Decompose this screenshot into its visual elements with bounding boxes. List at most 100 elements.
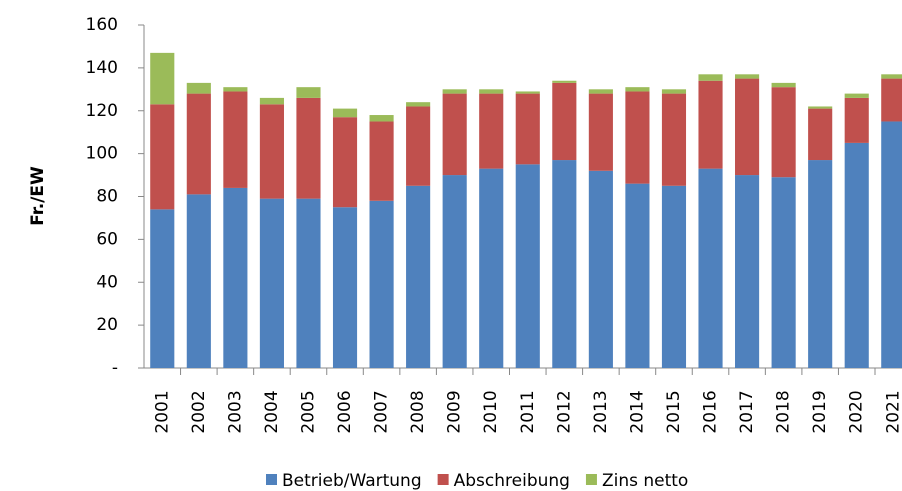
y-tick-label: 140 bbox=[86, 58, 118, 78]
bar-segment bbox=[332, 117, 358, 208]
bar-segment bbox=[479, 168, 504, 368]
x-tick-label: 2008 bbox=[408, 390, 428, 433]
legend-swatch bbox=[585, 474, 597, 485]
x-tick-label: 2020 bbox=[847, 390, 867, 433]
bar-segment bbox=[515, 93, 540, 165]
bar-segment bbox=[259, 198, 284, 368]
bar-segment bbox=[661, 185, 687, 368]
bar-segment bbox=[844, 93, 869, 98]
bar-segment bbox=[735, 78, 760, 176]
bar-segment bbox=[296, 198, 321, 368]
x-tick-label: 2003 bbox=[225, 390, 245, 433]
bar-segment bbox=[332, 108, 358, 118]
x-tick-label: 2018 bbox=[774, 390, 794, 433]
x-tick-label: 2021 bbox=[883, 390, 902, 433]
x-tick-label: 2001 bbox=[152, 390, 172, 433]
bar-segment bbox=[661, 89, 687, 94]
bar-segment bbox=[406, 185, 431, 368]
bar-segment bbox=[771, 82, 796, 88]
bar-segment bbox=[515, 91, 540, 94]
bar-segment bbox=[259, 104, 284, 199]
y-tick-label: 120 bbox=[86, 101, 118, 121]
y-tick-label: 100 bbox=[86, 144, 118, 164]
bar-segment bbox=[881, 74, 902, 79]
x-tick-label: 2004 bbox=[262, 390, 282, 433]
y-tick-label: 160 bbox=[86, 15, 118, 35]
bar-segment bbox=[625, 91, 650, 184]
bar-segment bbox=[588, 89, 613, 94]
bar-segment bbox=[625, 183, 650, 368]
legend-label: Zins netto bbox=[602, 471, 688, 491]
bar-segment bbox=[406, 106, 431, 186]
y-tick-label: 20 bbox=[96, 315, 118, 335]
bar-segment bbox=[442, 89, 467, 94]
x-tick-label: 2002 bbox=[189, 390, 209, 433]
bar-segment bbox=[588, 93, 613, 171]
bar-segment bbox=[735, 175, 760, 368]
bar-segment bbox=[881, 78, 902, 122]
bar-segment bbox=[223, 87, 248, 92]
bar-segment bbox=[150, 52, 175, 105]
bar-segment bbox=[296, 97, 321, 199]
x-tick-label: 2016 bbox=[701, 390, 721, 433]
bar-segment bbox=[588, 170, 613, 368]
x-tick-label: 2011 bbox=[518, 390, 538, 433]
bar-segment bbox=[771, 87, 796, 178]
bar-segment bbox=[332, 207, 358, 368]
legend-swatch bbox=[266, 474, 277, 485]
x-tick-label: 2012 bbox=[554, 390, 574, 433]
bar-segment bbox=[369, 200, 394, 368]
bar-segment bbox=[150, 209, 175, 368]
x-tick-label: 2009 bbox=[445, 390, 465, 433]
bar-segment bbox=[369, 115, 394, 122]
x-tick-label: 2015 bbox=[664, 390, 684, 433]
x-tick-label: 2010 bbox=[481, 390, 501, 433]
bar-segment bbox=[808, 108, 833, 161]
bar-segment bbox=[296, 87, 321, 98]
bar-segment bbox=[698, 80, 723, 169]
bar-segment bbox=[698, 168, 723, 368]
bar-segment bbox=[186, 82, 211, 94]
bar-segment bbox=[552, 80, 577, 83]
x-tick-label: 2013 bbox=[591, 390, 611, 433]
bar-segment bbox=[808, 106, 833, 109]
bar-segment bbox=[479, 89, 504, 94]
bar-segment bbox=[881, 121, 902, 368]
bar-segment bbox=[479, 93, 504, 169]
bar-segment bbox=[259, 97, 284, 105]
x-tick-label: 2006 bbox=[335, 390, 355, 433]
y-tick-label: 80 bbox=[96, 187, 118, 207]
bar-segment bbox=[844, 97, 869, 143]
bar-segment bbox=[223, 91, 248, 188]
bar-segment bbox=[552, 160, 577, 368]
bar-segment bbox=[661, 93, 687, 186]
bar-segment bbox=[406, 102, 431, 107]
bar-segment bbox=[223, 187, 248, 368]
bar-segment bbox=[515, 164, 540, 368]
legend-label: Abschreibung bbox=[454, 471, 570, 491]
bar-segment bbox=[150, 104, 175, 210]
legend-label: Betrieb/Wartung bbox=[282, 471, 422, 491]
bar-segment bbox=[735, 74, 760, 79]
bar-segment bbox=[625, 87, 650, 92]
y-tick-label: 60 bbox=[96, 229, 118, 249]
x-tick-label: 2014 bbox=[627, 390, 647, 433]
x-tick-label: 2019 bbox=[810, 390, 830, 433]
bar-segment bbox=[442, 93, 467, 176]
bar-segment bbox=[552, 82, 577, 161]
bar-segment bbox=[698, 74, 723, 81]
bar-segment bbox=[771, 177, 796, 368]
y-tick-label: 40 bbox=[96, 272, 118, 292]
bar-segment bbox=[186, 93, 211, 195]
y-axis-label: Fr./EW bbox=[28, 166, 48, 226]
bar-segment bbox=[442, 175, 467, 368]
bar-segment bbox=[186, 194, 211, 368]
bar-segment bbox=[808, 160, 833, 368]
x-tick-label: 2007 bbox=[372, 390, 392, 433]
x-tick-label: 2017 bbox=[737, 390, 757, 433]
x-tick-label: 2005 bbox=[298, 390, 318, 433]
bar-segment bbox=[369, 121, 394, 201]
legend-swatch bbox=[437, 474, 449, 485]
y-tick-label: - bbox=[112, 358, 118, 378]
